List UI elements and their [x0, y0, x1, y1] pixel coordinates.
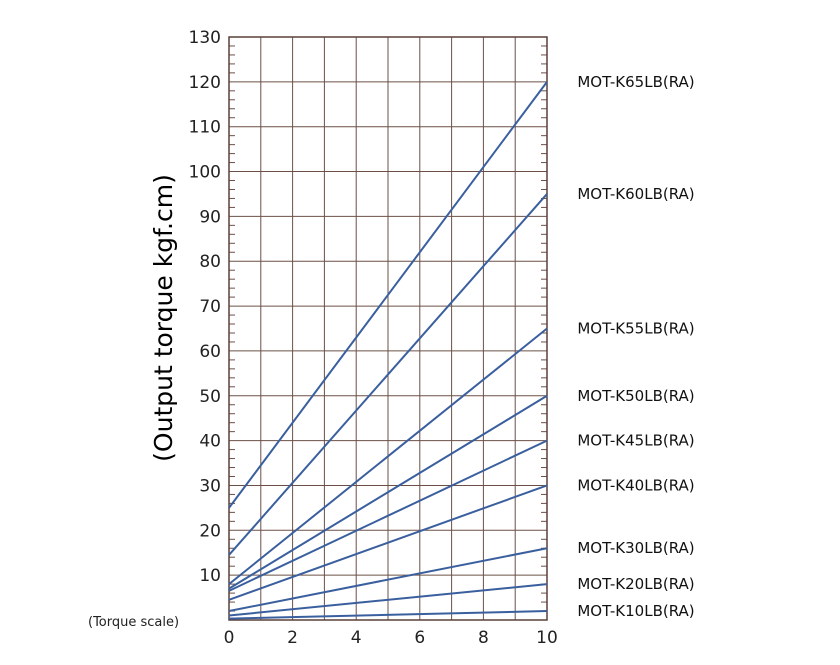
y-tick-label: 20: [199, 521, 221, 541]
x-axis-label: (Torque scale): [88, 615, 179, 630]
series-label: MOT-K55LB(RA): [577, 320, 694, 338]
y-axis-ticks: 10 20 30 40 50 60 70 80 90 100 110 120 130: [189, 28, 221, 586]
x-tick-label: 6: [414, 628, 425, 648]
grid: [228, 36, 548, 621]
series-lines: [228, 81, 548, 620]
series-line: [228, 394, 548, 590]
series-line: [228, 81, 548, 509]
series-line: [228, 484, 548, 601]
y-tick-label: 40: [199, 432, 221, 452]
y-tick-label: 10: [199, 566, 221, 586]
x-tick-label: 8: [478, 628, 489, 648]
y-tick-label: 130: [189, 28, 221, 48]
series-label: MOT-K50LB(RA): [577, 387, 694, 405]
y-tick-label: 90: [199, 207, 221, 227]
y-tick-label: 80: [199, 252, 221, 272]
x-tick-label: 4: [351, 628, 362, 648]
x-tick-label: 10: [536, 628, 558, 648]
y-tick-label: 70: [199, 297, 221, 317]
y-tick-label: 50: [199, 387, 221, 407]
y-tick-label: 110: [189, 118, 221, 138]
series-line: [228, 583, 548, 617]
series-label: MOT-K10LB(RA): [577, 602, 694, 620]
y-tick-label: 100: [189, 163, 221, 183]
x-tick-label: 0: [224, 628, 235, 648]
series-label: MOT-K20LB(RA): [577, 575, 694, 593]
series-line: [228, 547, 548, 613]
y-tick-label: 30: [199, 476, 221, 496]
y-tick-label: 120: [189, 73, 221, 93]
series-label: MOT-K65LB(RA): [577, 73, 694, 91]
series-line: [228, 439, 548, 592]
series-label: MOT-K45LB(RA): [577, 432, 694, 450]
x-axis-ticks: 0 2 4 6 8 10: [224, 628, 558, 648]
series-line: [228, 327, 548, 585]
series-label: MOT-K30LB(RA): [577, 539, 694, 557]
series-label: MOT-K40LB(RA): [577, 476, 694, 494]
y-tick-label: 60: [199, 342, 221, 362]
x-tick-label: 2: [287, 628, 298, 648]
series-line: [228, 610, 548, 620]
y-axis-label: (Output torque kgf.cm): [149, 174, 178, 462]
series-line: [228, 193, 548, 556]
series-labels: MOT-K65LB(RA) MOT-K60LB(RA) MOT-K55LB(RA) M…: [577, 73, 694, 620]
series-label: MOT-K60LB(RA): [577, 185, 694, 203]
